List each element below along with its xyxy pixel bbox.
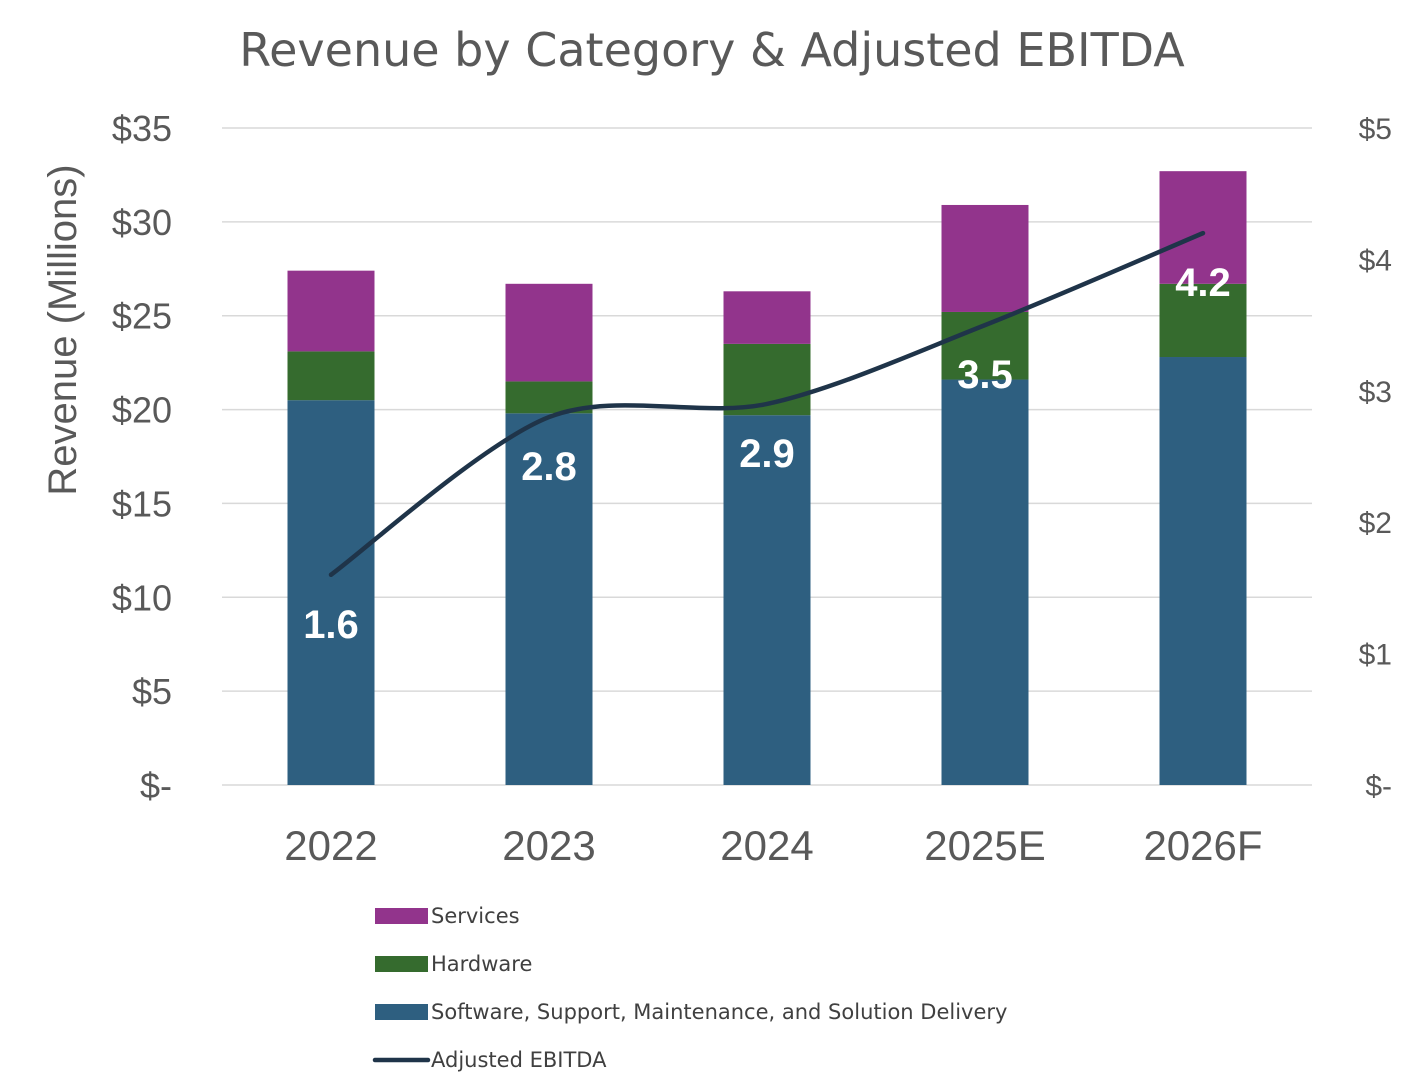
legend-swatch bbox=[375, 956, 428, 972]
ebitda-data-label: 2.8 bbox=[521, 445, 577, 489]
y-tick-label: $15 bbox=[112, 483, 172, 524]
y-axis-label: Revenue (Millions) bbox=[41, 164, 85, 495]
y2-tick-label: $5 bbox=[1359, 113, 1392, 146]
x-tick-label: 2024 bbox=[720, 822, 813, 869]
bar-services bbox=[287, 270, 375, 352]
y2-tick-label: $1 bbox=[1359, 639, 1392, 672]
x-tick-label: 2025E bbox=[924, 822, 1045, 869]
ebitda-data-labels: 1.6 2.8 2.9 3.5 4.2 bbox=[303, 261, 1231, 647]
x-tick-label: 2022 bbox=[284, 822, 377, 869]
ebitda-data-label: 4.2 bbox=[1175, 261, 1231, 305]
legend-label: Services bbox=[431, 904, 520, 928]
ebitda-data-label: 2.9 bbox=[739, 432, 795, 476]
bars bbox=[287, 171, 1247, 785]
y-axis-ticks: $- $5 $10 $15 $20 $25 $30 $35 bbox=[112, 108, 172, 806]
chart-title: Revenue by Category & Adjusted EBITDA bbox=[239, 23, 1185, 77]
legend-item: Adjusted EBITDA bbox=[372, 1048, 607, 1072]
ebitda-line-path bbox=[328, 230, 1206, 578]
bar-software bbox=[723, 415, 811, 785]
bar-software bbox=[287, 400, 375, 785]
bar-services bbox=[941, 204, 1029, 312]
y2-tick-label: $- bbox=[1365, 770, 1392, 803]
legend-label: Software, Support, Maintenance, and Solu… bbox=[431, 1000, 1007, 1024]
legend-item: Services bbox=[375, 904, 520, 928]
y2-tick-label: $4 bbox=[1359, 244, 1392, 277]
y-tick-label: $5 bbox=[132, 671, 172, 712]
y-tick-label: $10 bbox=[112, 577, 172, 618]
ebitda-data-label: 3.5 bbox=[957, 353, 1013, 397]
x-tick-label: 2023 bbox=[502, 822, 595, 869]
bar-services bbox=[1159, 171, 1247, 284]
legend-label: Hardware bbox=[431, 952, 532, 976]
x-axis-ticks: 2022 2023 2024 2025E 2026F bbox=[284, 822, 1262, 869]
y-tick-label: $20 bbox=[112, 390, 172, 431]
legend: Services Hardware Software, Support, Maint… bbox=[372, 904, 1007, 1072]
legend-label: Adjusted EBITDA bbox=[431, 1048, 607, 1072]
y2-tick-label: $3 bbox=[1359, 376, 1392, 409]
ebitda-line bbox=[328, 230, 1206, 578]
bar-software bbox=[1159, 357, 1247, 785]
legend-swatch bbox=[375, 908, 428, 924]
y-tick-label: $25 bbox=[112, 296, 172, 337]
y-tick-label: $- bbox=[140, 765, 172, 806]
y-tick-label: $30 bbox=[112, 202, 172, 243]
bar-hardware bbox=[287, 351, 375, 401]
legend-swatch bbox=[375, 1004, 428, 1020]
bar-hardware bbox=[1159, 283, 1247, 358]
ebitda-data-label: 1.6 bbox=[303, 603, 359, 647]
legend-item: Hardware bbox=[375, 952, 532, 976]
secondary-y-axis-ticks: $- $1 $2 $3 $4 $5 bbox=[1359, 113, 1392, 803]
y-tick-label: $35 bbox=[112, 108, 172, 149]
bar-services bbox=[505, 283, 593, 382]
bar-services bbox=[723, 291, 811, 344]
x-tick-label: 2026F bbox=[1143, 822, 1262, 869]
y2-tick-label: $2 bbox=[1359, 507, 1392, 540]
bar-software bbox=[505, 413, 593, 785]
legend-item: Software, Support, Maintenance, and Solu… bbox=[375, 1000, 1007, 1024]
bar-software bbox=[941, 379, 1029, 785]
